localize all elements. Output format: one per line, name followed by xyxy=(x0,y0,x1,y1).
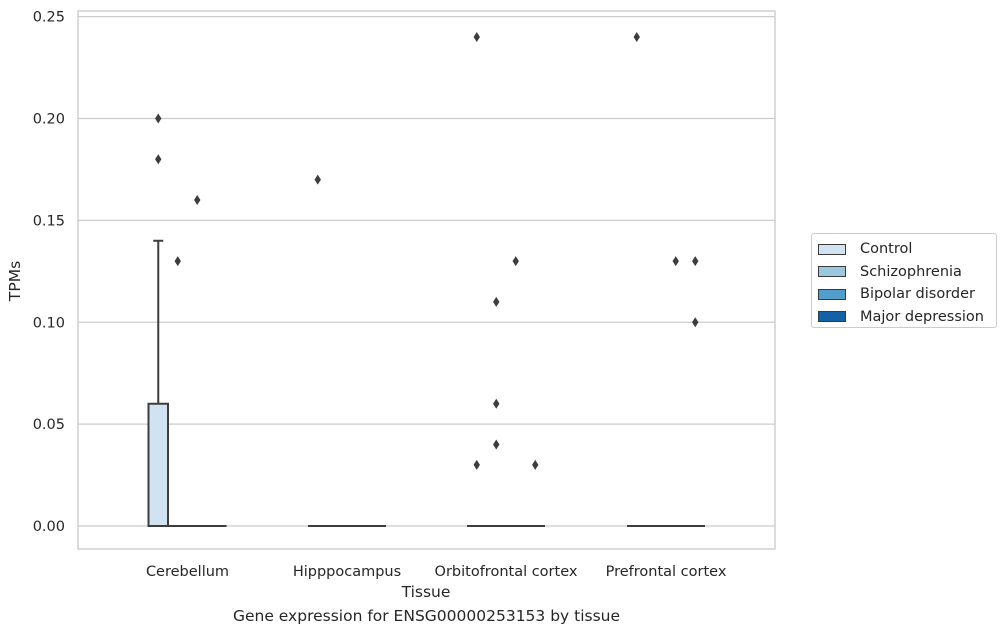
x-axis-label: Tissue xyxy=(401,583,451,601)
outlier-point xyxy=(174,256,181,267)
outlier-point xyxy=(633,32,640,42)
legend-label-control: Control xyxy=(860,241,913,258)
box-control-prefrontal-cortex xyxy=(627,32,647,527)
box-control-orbitofrontal-cortex xyxy=(467,32,487,527)
outlier-point xyxy=(672,256,679,267)
outlier-point xyxy=(493,439,500,450)
outlier-point xyxy=(194,195,201,205)
legend-label-bipolar-disorder: Bipolar disorder xyxy=(860,286,975,303)
box-major-depression-prefrontal-cortex xyxy=(685,256,705,527)
legend-label-schizophrenia: Schizophrenia xyxy=(860,263,962,280)
outlier-point xyxy=(493,398,500,409)
legend: Control Schizophrenia Bipolar disorder M… xyxy=(811,233,997,328)
x-tick-label: Cerebellum xyxy=(146,564,229,580)
legend-swatch-bipolar-disorder xyxy=(818,288,846,300)
outlier-point xyxy=(512,256,519,267)
outlier-point xyxy=(692,256,699,267)
y-tick-label: 0.20 xyxy=(33,112,65,128)
outlier-point xyxy=(493,296,500,307)
y-tick-label: 0.00 xyxy=(33,519,65,535)
legend-swatch-control xyxy=(818,243,846,255)
x-tick-label: Prefrontal cortex xyxy=(606,564,727,580)
outlier-point xyxy=(314,174,321,185)
y-tick-label: 0.15 xyxy=(33,213,65,229)
box-control-hipppocampus xyxy=(308,174,328,527)
legend-item-control: Control xyxy=(818,238,996,261)
legend-swatch-major-depression xyxy=(818,311,846,323)
x-tick-label: Orbitofrontal cortex xyxy=(435,564,578,580)
box-bipolar-disorder-cerebellum xyxy=(187,195,207,527)
y-axis-label: TPMs xyxy=(6,261,24,302)
box-major-depression-orbitofrontal-cortex xyxy=(525,459,545,527)
plot-frame xyxy=(77,10,776,550)
outlier-point xyxy=(155,113,162,124)
box-control-cerebellum xyxy=(147,113,169,527)
box-bipolar-disorder-orbitofrontal-cortex xyxy=(506,256,526,527)
y-tick-label: 0.05 xyxy=(33,417,65,433)
box-bipolar-disorder-prefrontal-cortex xyxy=(666,256,686,527)
y-tick-label: 0.25 xyxy=(33,10,65,26)
outlier-point xyxy=(532,459,539,470)
legend-swatch-schizophrenia xyxy=(818,266,846,278)
outlier-point xyxy=(155,154,162,165)
box-schizophrenia-orbitofrontal-cortex xyxy=(486,296,506,527)
x-tick-label: Hipppocampus xyxy=(293,564,401,580)
figure-caption: Gene expression for ENSG00000253153 by t… xyxy=(232,607,621,625)
legend-item-bipolar-disorder: Bipolar disorder xyxy=(818,283,996,306)
box-body xyxy=(147,402,169,527)
outlier-point xyxy=(692,317,699,328)
y-tick-label: 0.10 xyxy=(33,315,65,331)
outlier-point xyxy=(473,32,480,42)
legend-label-major-depression: Major depression xyxy=(860,308,984,325)
legend-item-major-depression: Major depression xyxy=(818,306,996,329)
legend-item-schizophrenia: Schizophrenia xyxy=(818,261,996,284)
box-schizophrenia-cerebellum xyxy=(168,256,188,527)
outlier-point xyxy=(473,459,480,470)
